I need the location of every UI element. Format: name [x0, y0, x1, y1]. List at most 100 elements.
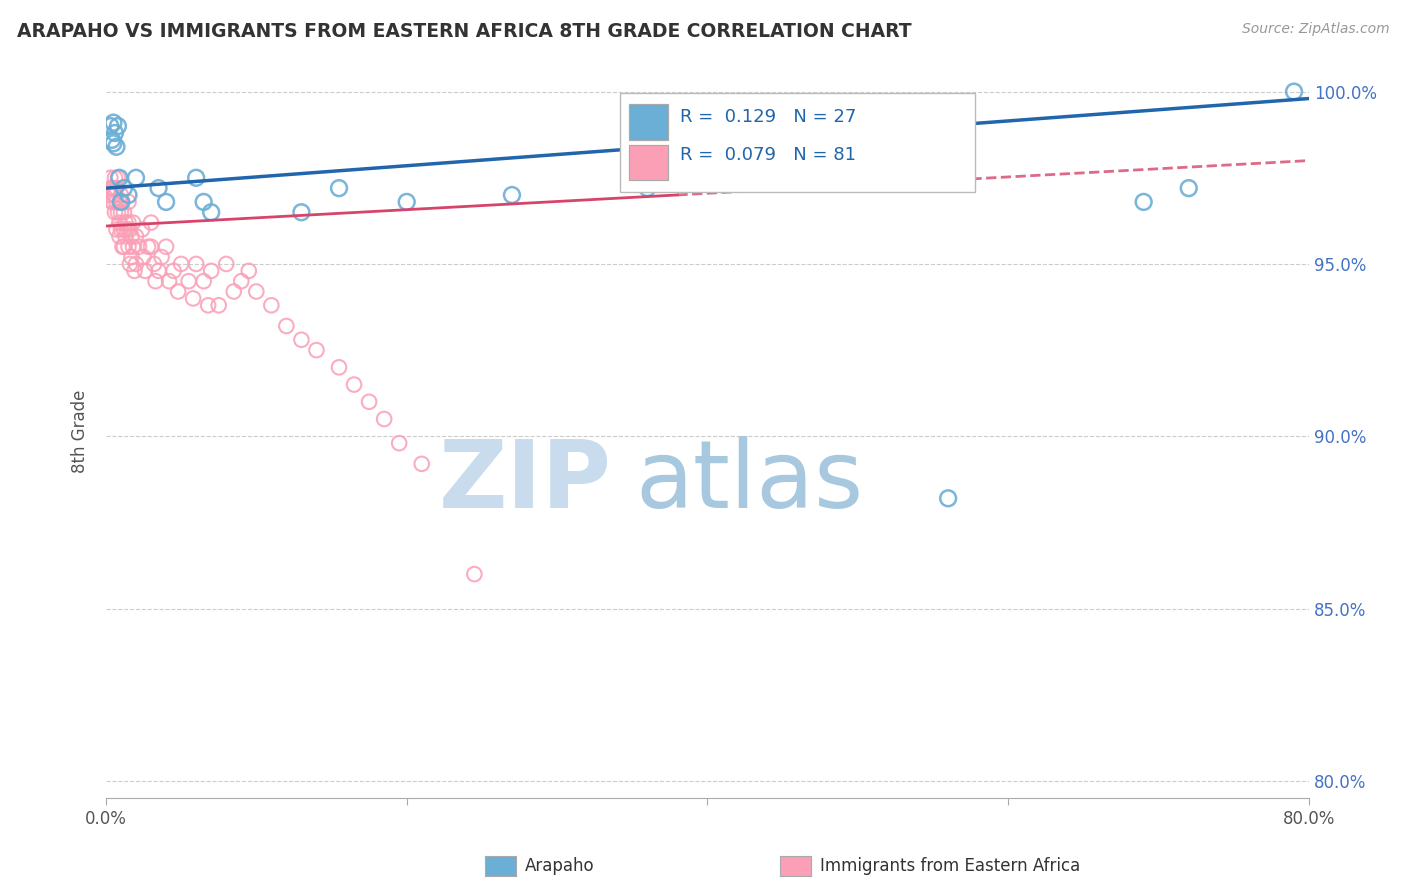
Point — [110, 188, 132, 202]
Point — [100, 170, 122, 185]
Point — [105, 194, 128, 209]
Point — [621, 170, 644, 185]
Point — [157, 274, 180, 288]
Point — [305, 343, 328, 357]
Point — [148, 264, 170, 278]
Point — [208, 298, 231, 312]
FancyBboxPatch shape — [630, 104, 668, 140]
Point — [104, 170, 127, 185]
Point — [290, 333, 312, 347]
Point — [111, 240, 134, 254]
Point — [148, 181, 170, 195]
Point — [107, 205, 129, 219]
Point — [186, 257, 208, 271]
Point — [115, 222, 138, 236]
Point — [197, 298, 219, 312]
Point — [107, 170, 129, 185]
Point — [143, 257, 166, 271]
Point — [112, 205, 135, 219]
Point — [125, 229, 148, 244]
Point — [103, 181, 125, 195]
Point — [124, 264, 146, 278]
Point — [162, 264, 184, 278]
Point — [222, 285, 245, 299]
Point — [103, 194, 125, 209]
Point — [117, 194, 139, 209]
Point — [343, 377, 366, 392]
Point — [110, 222, 132, 236]
Point — [121, 250, 143, 264]
Text: atlas: atlas — [636, 436, 863, 528]
Point — [112, 181, 135, 195]
Point — [186, 170, 208, 185]
Point — [125, 170, 148, 185]
Point — [200, 205, 222, 219]
Point — [150, 250, 173, 264]
Point — [134, 264, 156, 278]
Text: R =  0.079   N = 81: R = 0.079 N = 81 — [681, 146, 856, 164]
Point — [177, 274, 200, 288]
Point — [114, 216, 136, 230]
Point — [118, 257, 141, 271]
Point — [132, 250, 155, 264]
Point — [501, 188, 523, 202]
Point — [108, 194, 131, 209]
Text: Source: ZipAtlas.com: Source: ZipAtlas.com — [1241, 22, 1389, 37]
Point — [121, 229, 143, 244]
Point — [101, 194, 124, 209]
Point — [118, 222, 141, 236]
Point — [111, 194, 134, 209]
Point — [936, 491, 959, 506]
Point — [105, 222, 128, 236]
Text: Immigrants from Eastern Africa: Immigrants from Eastern Africa — [820, 857, 1080, 875]
Point — [103, 188, 125, 202]
Point — [110, 205, 132, 219]
FancyBboxPatch shape — [620, 94, 974, 192]
Point — [108, 229, 131, 244]
Y-axis label: 8th Grade: 8th Grade — [72, 390, 89, 473]
Text: ARAPAHO VS IMMIGRANTS FROM EASTERN AFRICA 8TH GRADE CORRELATION CHART: ARAPAHO VS IMMIGRANTS FROM EASTERN AFRIC… — [17, 22, 911, 41]
Point — [117, 216, 139, 230]
Point — [117, 240, 139, 254]
Point — [100, 119, 122, 133]
Point — [104, 205, 127, 219]
Point — [463, 567, 485, 582]
Point — [100, 181, 122, 195]
Point — [108, 216, 131, 230]
Point — [125, 257, 148, 271]
Point — [193, 274, 215, 288]
Point — [155, 240, 177, 254]
Point — [136, 240, 159, 254]
Point — [245, 285, 267, 299]
Point — [238, 264, 260, 278]
Point — [276, 318, 298, 333]
Point — [139, 216, 162, 230]
Point — [181, 292, 204, 306]
Point — [104, 126, 127, 140]
Point — [103, 115, 125, 129]
Point — [328, 181, 350, 195]
Point — [1132, 194, 1154, 209]
Point — [101, 181, 124, 195]
Point — [388, 436, 411, 450]
Point — [290, 205, 312, 219]
Point — [105, 181, 128, 195]
Point — [108, 170, 131, 185]
Text: Arapaho: Arapaho — [524, 857, 595, 875]
Point — [112, 240, 135, 254]
Point — [103, 136, 125, 151]
Point — [97, 188, 120, 202]
Point — [122, 240, 145, 254]
Point — [101, 133, 124, 147]
Point — [155, 194, 177, 209]
Point — [373, 412, 395, 426]
Point — [359, 394, 381, 409]
Point — [215, 257, 238, 271]
Point — [105, 140, 128, 154]
Point — [112, 222, 135, 236]
Point — [145, 274, 167, 288]
Point — [131, 222, 153, 236]
Point — [114, 229, 136, 244]
Point — [117, 188, 139, 202]
Point — [328, 360, 350, 375]
